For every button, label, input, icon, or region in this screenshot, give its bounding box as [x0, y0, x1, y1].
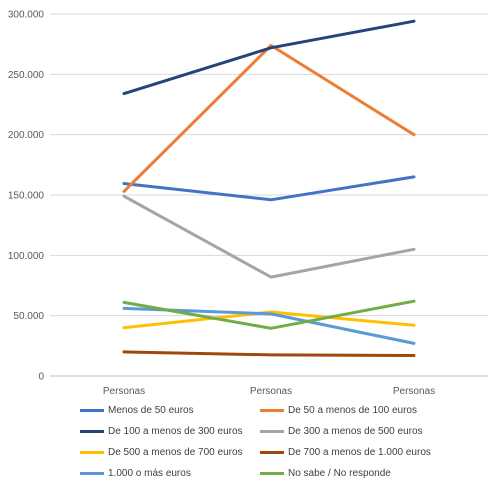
x-tick-label: Personas	[250, 386, 292, 397]
legend-label: No sabe / No responde	[288, 468, 391, 479]
x-tick-label: Personas	[103, 386, 145, 397]
x-tick-label: Personas	[393, 386, 435, 397]
legend-item: 1.000 o más euros	[80, 466, 260, 481]
y-axis: 0 50.000 100.000 150.000 200.000 250.000 300.0…	[8, 10, 45, 383]
legend-swatch	[80, 430, 104, 433]
legend-item: De 700 a menos de 1.000 euros	[260, 445, 460, 460]
y-tick-label: 150.000	[8, 191, 45, 202]
series-line	[122, 350, 416, 357]
series-line	[122, 43, 416, 193]
legend-label: De 100 a menos de 300 euros	[108, 426, 243, 437]
legend-swatch	[260, 472, 284, 475]
legend-swatch	[80, 472, 104, 475]
legend-swatch	[260, 409, 284, 412]
y-tick-label: 300.000	[8, 10, 45, 21]
legend-label: De 500 a menos de 700 euros	[108, 447, 243, 458]
legend-label: De 300 a menos de 500 euros	[288, 426, 423, 437]
legend-label: De 700 a menos de 1.000 euros	[288, 447, 431, 458]
legend-item: De 50 a menos de 100 euros	[260, 403, 460, 418]
legend-swatch	[260, 451, 284, 454]
series-line	[122, 175, 416, 202]
legend-label: De 50 a menos de 100 euros	[288, 405, 417, 416]
series-line	[122, 19, 416, 96]
legend-swatch	[80, 409, 104, 412]
series-lines	[122, 19, 416, 357]
x-axis: Personas Personas Personas	[103, 386, 435, 397]
legend-swatch	[80, 451, 104, 454]
series-line	[122, 299, 416, 330]
y-tick-label: 50.000	[13, 311, 44, 322]
legend-item: No sabe / No responde	[260, 466, 460, 481]
gridlines	[50, 13, 488, 377]
line-chart: 0 50.000 100.000 150.000 200.000 250.000 300.0…	[8, 10, 488, 397]
y-tick-label: 0	[38, 372, 44, 383]
y-tick-label: 100.000	[8, 251, 45, 262]
series-line	[122, 310, 416, 330]
legend-item: De 500 a menos de 700 euros	[80, 445, 260, 460]
legend-label: Menos de 50 euros	[108, 405, 194, 416]
legend-swatch	[260, 430, 284, 433]
y-tick-label: 250.000	[8, 70, 45, 81]
legend-item: De 300 a menos de 500 euros	[260, 424, 460, 439]
legend-item: Menos de 50 euros	[80, 403, 260, 418]
series-line	[122, 194, 416, 279]
legend: Menos de 50 euros De 50 a menos de 100 eu…	[80, 403, 490, 481]
legend-item: De 100 a menos de 300 euros	[80, 424, 260, 439]
legend-label: 1.000 o más euros	[108, 468, 191, 479]
series-line	[122, 306, 416, 345]
y-tick-label: 200.000	[8, 130, 45, 141]
